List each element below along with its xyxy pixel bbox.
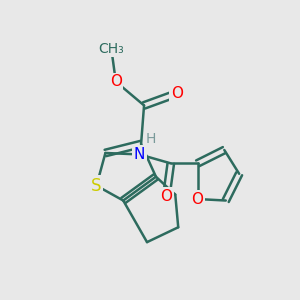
Text: N: N [134,147,145,162]
Text: S: S [91,177,102,195]
Text: H: H [146,132,156,146]
Text: O: O [110,74,122,89]
Text: O: O [160,189,172,204]
Text: O: O [192,191,204,206]
Text: CH₃: CH₃ [98,42,124,56]
Text: O: O [171,86,183,101]
